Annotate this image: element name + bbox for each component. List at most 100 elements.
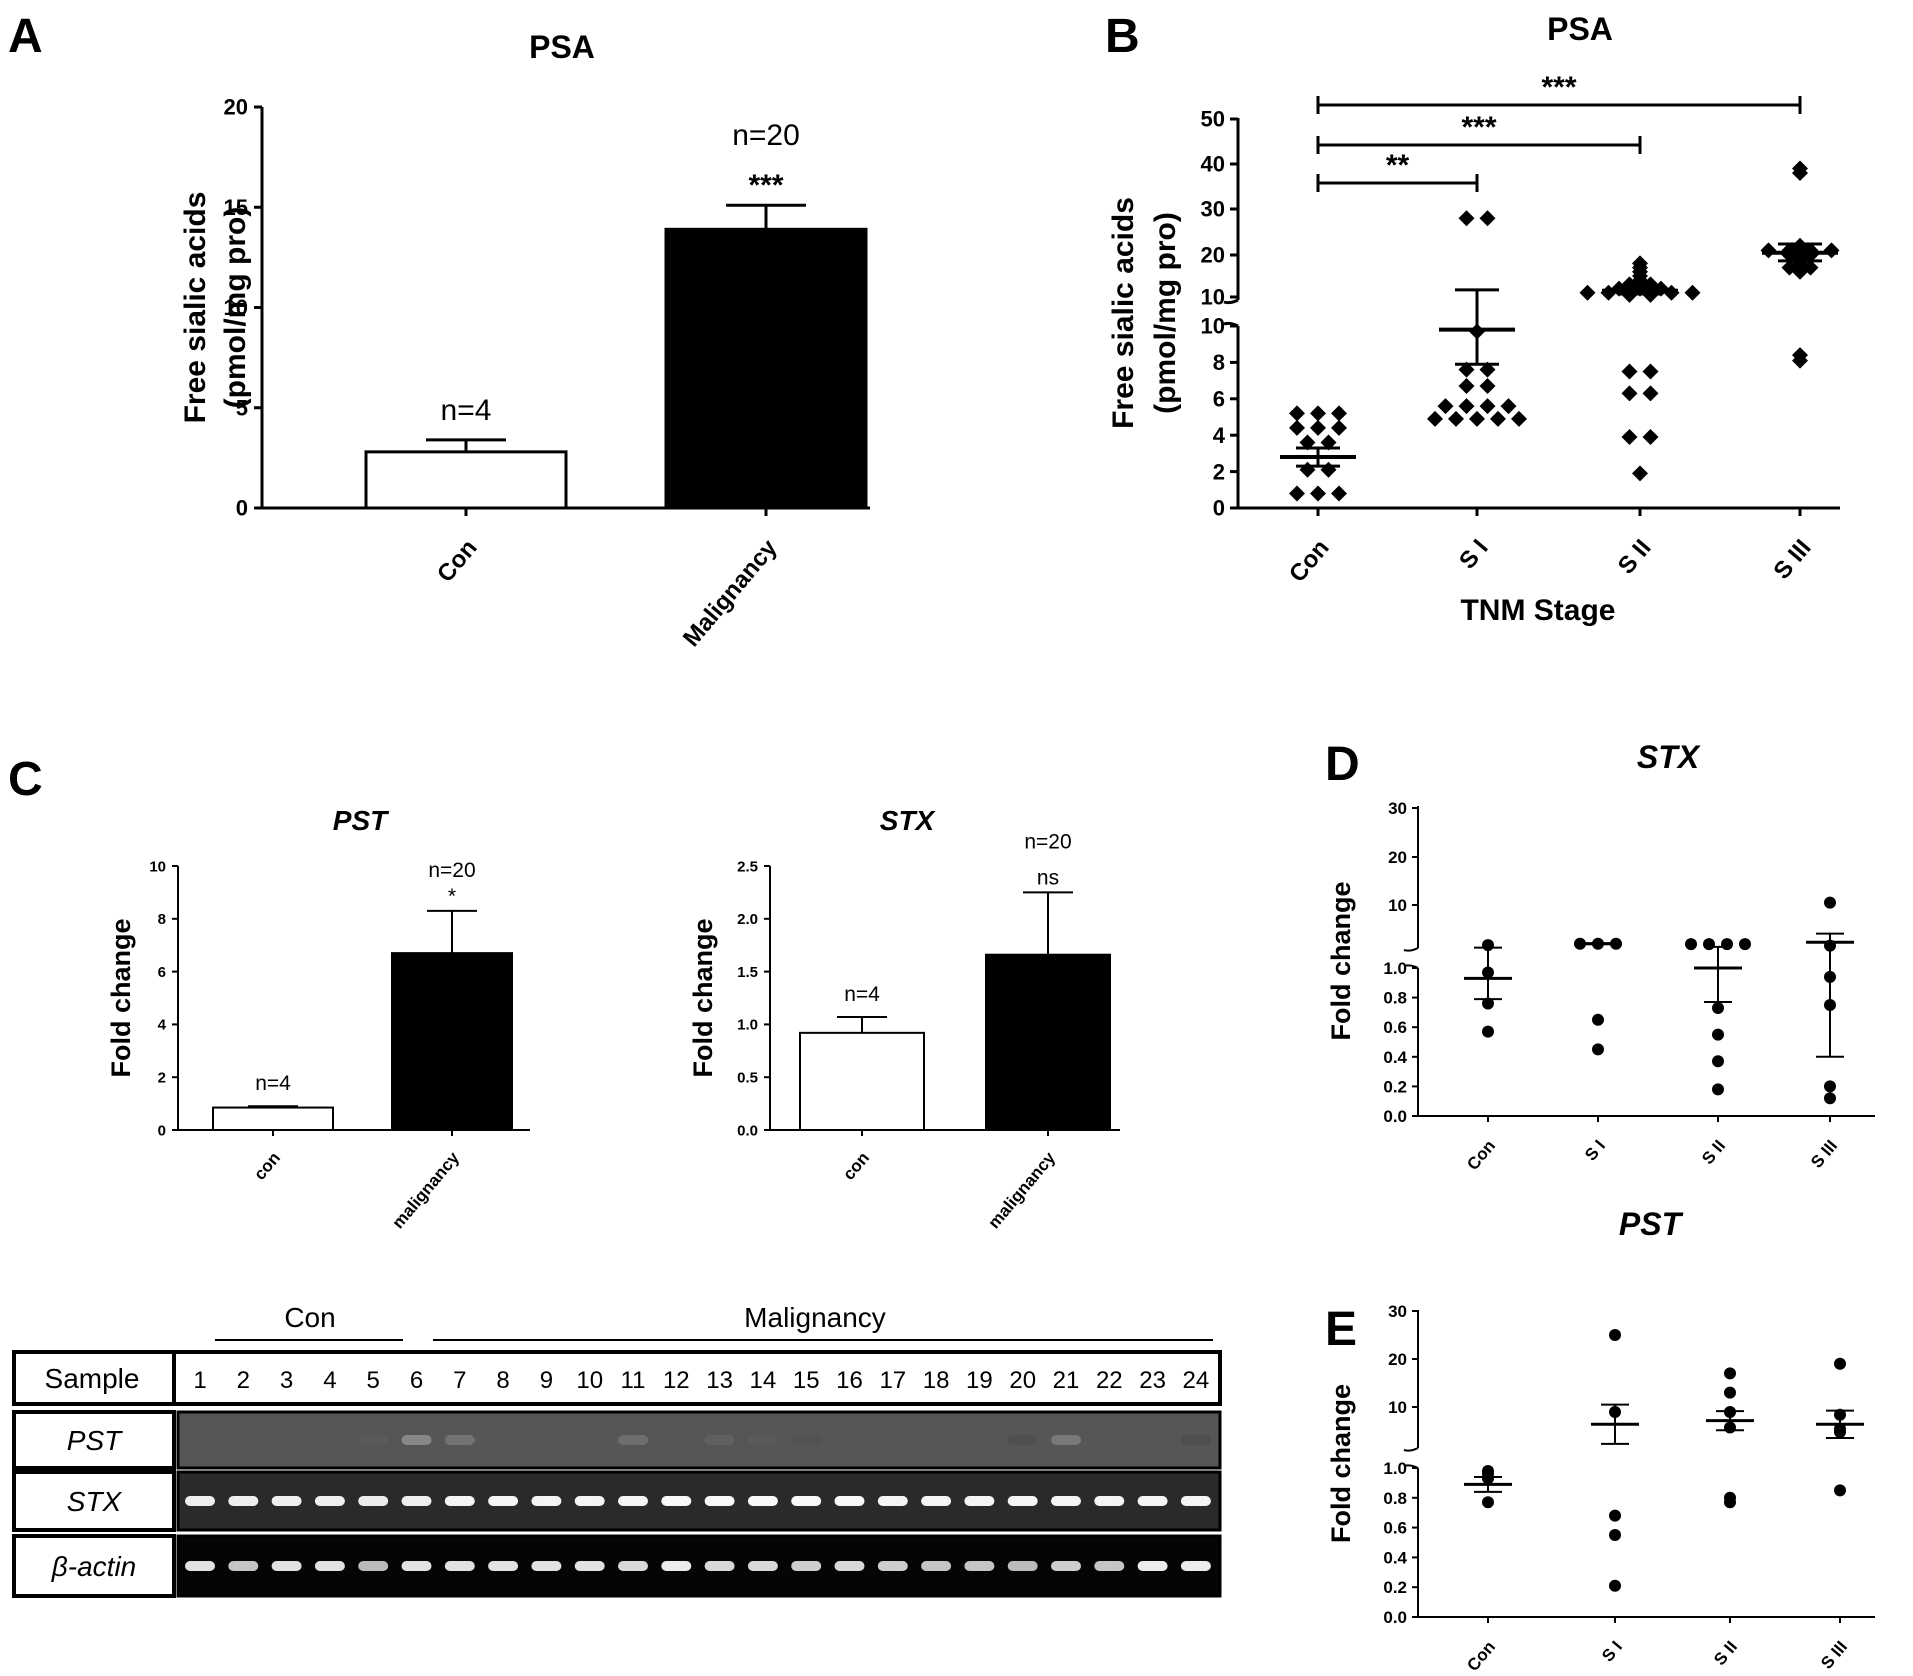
gel-band	[488, 1561, 519, 1571]
y-tick-label: 8	[158, 911, 166, 928]
y-tick-label: 0.0	[1383, 1107, 1407, 1126]
x-category-label: S I	[1454, 535, 1494, 575]
group-label-con: Con	[284, 1302, 335, 1333]
axis-break-mark	[1403, 947, 1419, 952]
sample-header-box	[12, 1350, 1222, 1406]
gel-row-label: PST	[67, 1425, 123, 1456]
x-category-label: S II	[1698, 1136, 1729, 1168]
y-tick-label: 2.5	[737, 858, 758, 875]
y-tick-label: 2	[1213, 459, 1225, 484]
gel-band	[314, 1561, 345, 1571]
data-point	[1448, 410, 1464, 427]
y-tick-label: 1.0	[1383, 1459, 1407, 1478]
data-point	[1331, 419, 1347, 436]
significance-label: ***	[748, 169, 783, 202]
gel-band	[1051, 1496, 1081, 1506]
data-point	[1739, 938, 1751, 951]
y-tick-label: 1.5	[737, 964, 758, 981]
gel-band	[401, 1435, 432, 1445]
gel-band	[1180, 1496, 1211, 1506]
gel-band	[877, 1496, 908, 1506]
lane-number: 17	[879, 1367, 906, 1394]
data-point	[1310, 419, 1326, 436]
y-tick-label: 4	[158, 1017, 167, 1034]
data-point	[1289, 405, 1305, 422]
data-point	[1310, 405, 1326, 422]
data-point	[1642, 385, 1659, 402]
panel-letter-c: C	[8, 753, 43, 806]
y-tick-label: 10	[1201, 285, 1225, 310]
y-tick-label: 1.0	[1383, 959, 1407, 978]
data-point	[1458, 398, 1475, 415]
axis-break-mark	[1403, 1447, 1419, 1452]
lane-number: 6	[410, 1367, 423, 1394]
y-tick-label: 0.2	[1383, 1578, 1407, 1597]
y-tick-label: 20	[224, 95, 248, 120]
lane-number: 2	[237, 1367, 250, 1394]
lane-number: 19	[966, 1367, 993, 1394]
gel-band	[401, 1561, 432, 1571]
data-point	[1299, 461, 1316, 478]
y-tick-label: 1.0	[737, 1017, 758, 1034]
gel-band	[877, 1561, 908, 1571]
gel-row-label-box	[12, 1470, 176, 1532]
y-tick-label: 0.2	[1383, 1077, 1407, 1096]
gel-row-label-box	[12, 1534, 176, 1598]
lane-number: 14	[750, 1367, 777, 1394]
bar	[391, 952, 513, 1131]
chart-e-pst-stage: PST Fold change 0.0 0.2 0.4 0.6 0.8 1.0 10 20 30 Co…	[1326, 1206, 1875, 1675]
y-tick-label: 10	[1388, 896, 1407, 915]
data-point	[1482, 997, 1494, 1010]
data-point	[1712, 1028, 1724, 1041]
y-tick-label: 8	[1213, 350, 1225, 375]
gel-band	[921, 1561, 952, 1571]
significance-label: ***	[1461, 111, 1496, 144]
data-point	[1458, 210, 1475, 227]
bar	[985, 953, 1111, 1131]
gel-band	[704, 1561, 735, 1571]
data-point	[1482, 1025, 1494, 1038]
y-tick-label: 50	[1201, 107, 1225, 132]
x-category-label: con	[250, 1148, 284, 1183]
bar	[664, 227, 868, 510]
data-point	[1621, 363, 1638, 380]
y-tick-label: 40	[1201, 152, 1225, 177]
x-axis-label: TNM Stage	[1460, 594, 1615, 627]
y-tick-label: 0.4	[1383, 1548, 1407, 1567]
x-category-label: S III	[1768, 535, 1816, 585]
gel-band	[1007, 1435, 1038, 1445]
data-point	[1621, 385, 1638, 402]
data-point	[1609, 1529, 1621, 1542]
y-tick-label: 10	[224, 295, 248, 320]
gel-band	[531, 1496, 562, 1506]
y-tick-label: 20	[1388, 1350, 1407, 1369]
n-label: n=20	[1024, 830, 1071, 853]
data-point	[1834, 1357, 1846, 1370]
y-tick-label: 0.0	[737, 1122, 758, 1139]
y-tick-label: 10	[1201, 314, 1225, 339]
data-point	[1609, 1579, 1621, 1592]
significance-label: **	[1386, 149, 1410, 182]
y-axis-label: Fold change	[1326, 881, 1356, 1040]
gel-band	[444, 1561, 475, 1571]
panel-letter-a: A	[8, 10, 43, 63]
lane-number: 10	[576, 1367, 603, 1394]
gel-band	[791, 1496, 822, 1506]
y-tick-label: 0.4	[1383, 1048, 1407, 1067]
lane-number: 22	[1096, 1367, 1123, 1394]
lane-number: 9	[540, 1367, 553, 1394]
gel-band	[618, 1435, 648, 1445]
data-point	[1479, 378, 1496, 395]
x-category-label: malignancy	[388, 1148, 463, 1232]
gel-band	[747, 1496, 778, 1506]
gel-band	[1094, 1496, 1125, 1506]
data-point	[1592, 1013, 1604, 1026]
x-category-label: Con	[1463, 1637, 1499, 1675]
gel-row-background	[176, 1534, 1222, 1598]
lane-number: 15	[793, 1367, 820, 1394]
data-point	[1824, 1092, 1836, 1105]
gel-band	[228, 1561, 259, 1571]
lane-number: 21	[1053, 1367, 1080, 1394]
gel-band	[1180, 1561, 1211, 1571]
